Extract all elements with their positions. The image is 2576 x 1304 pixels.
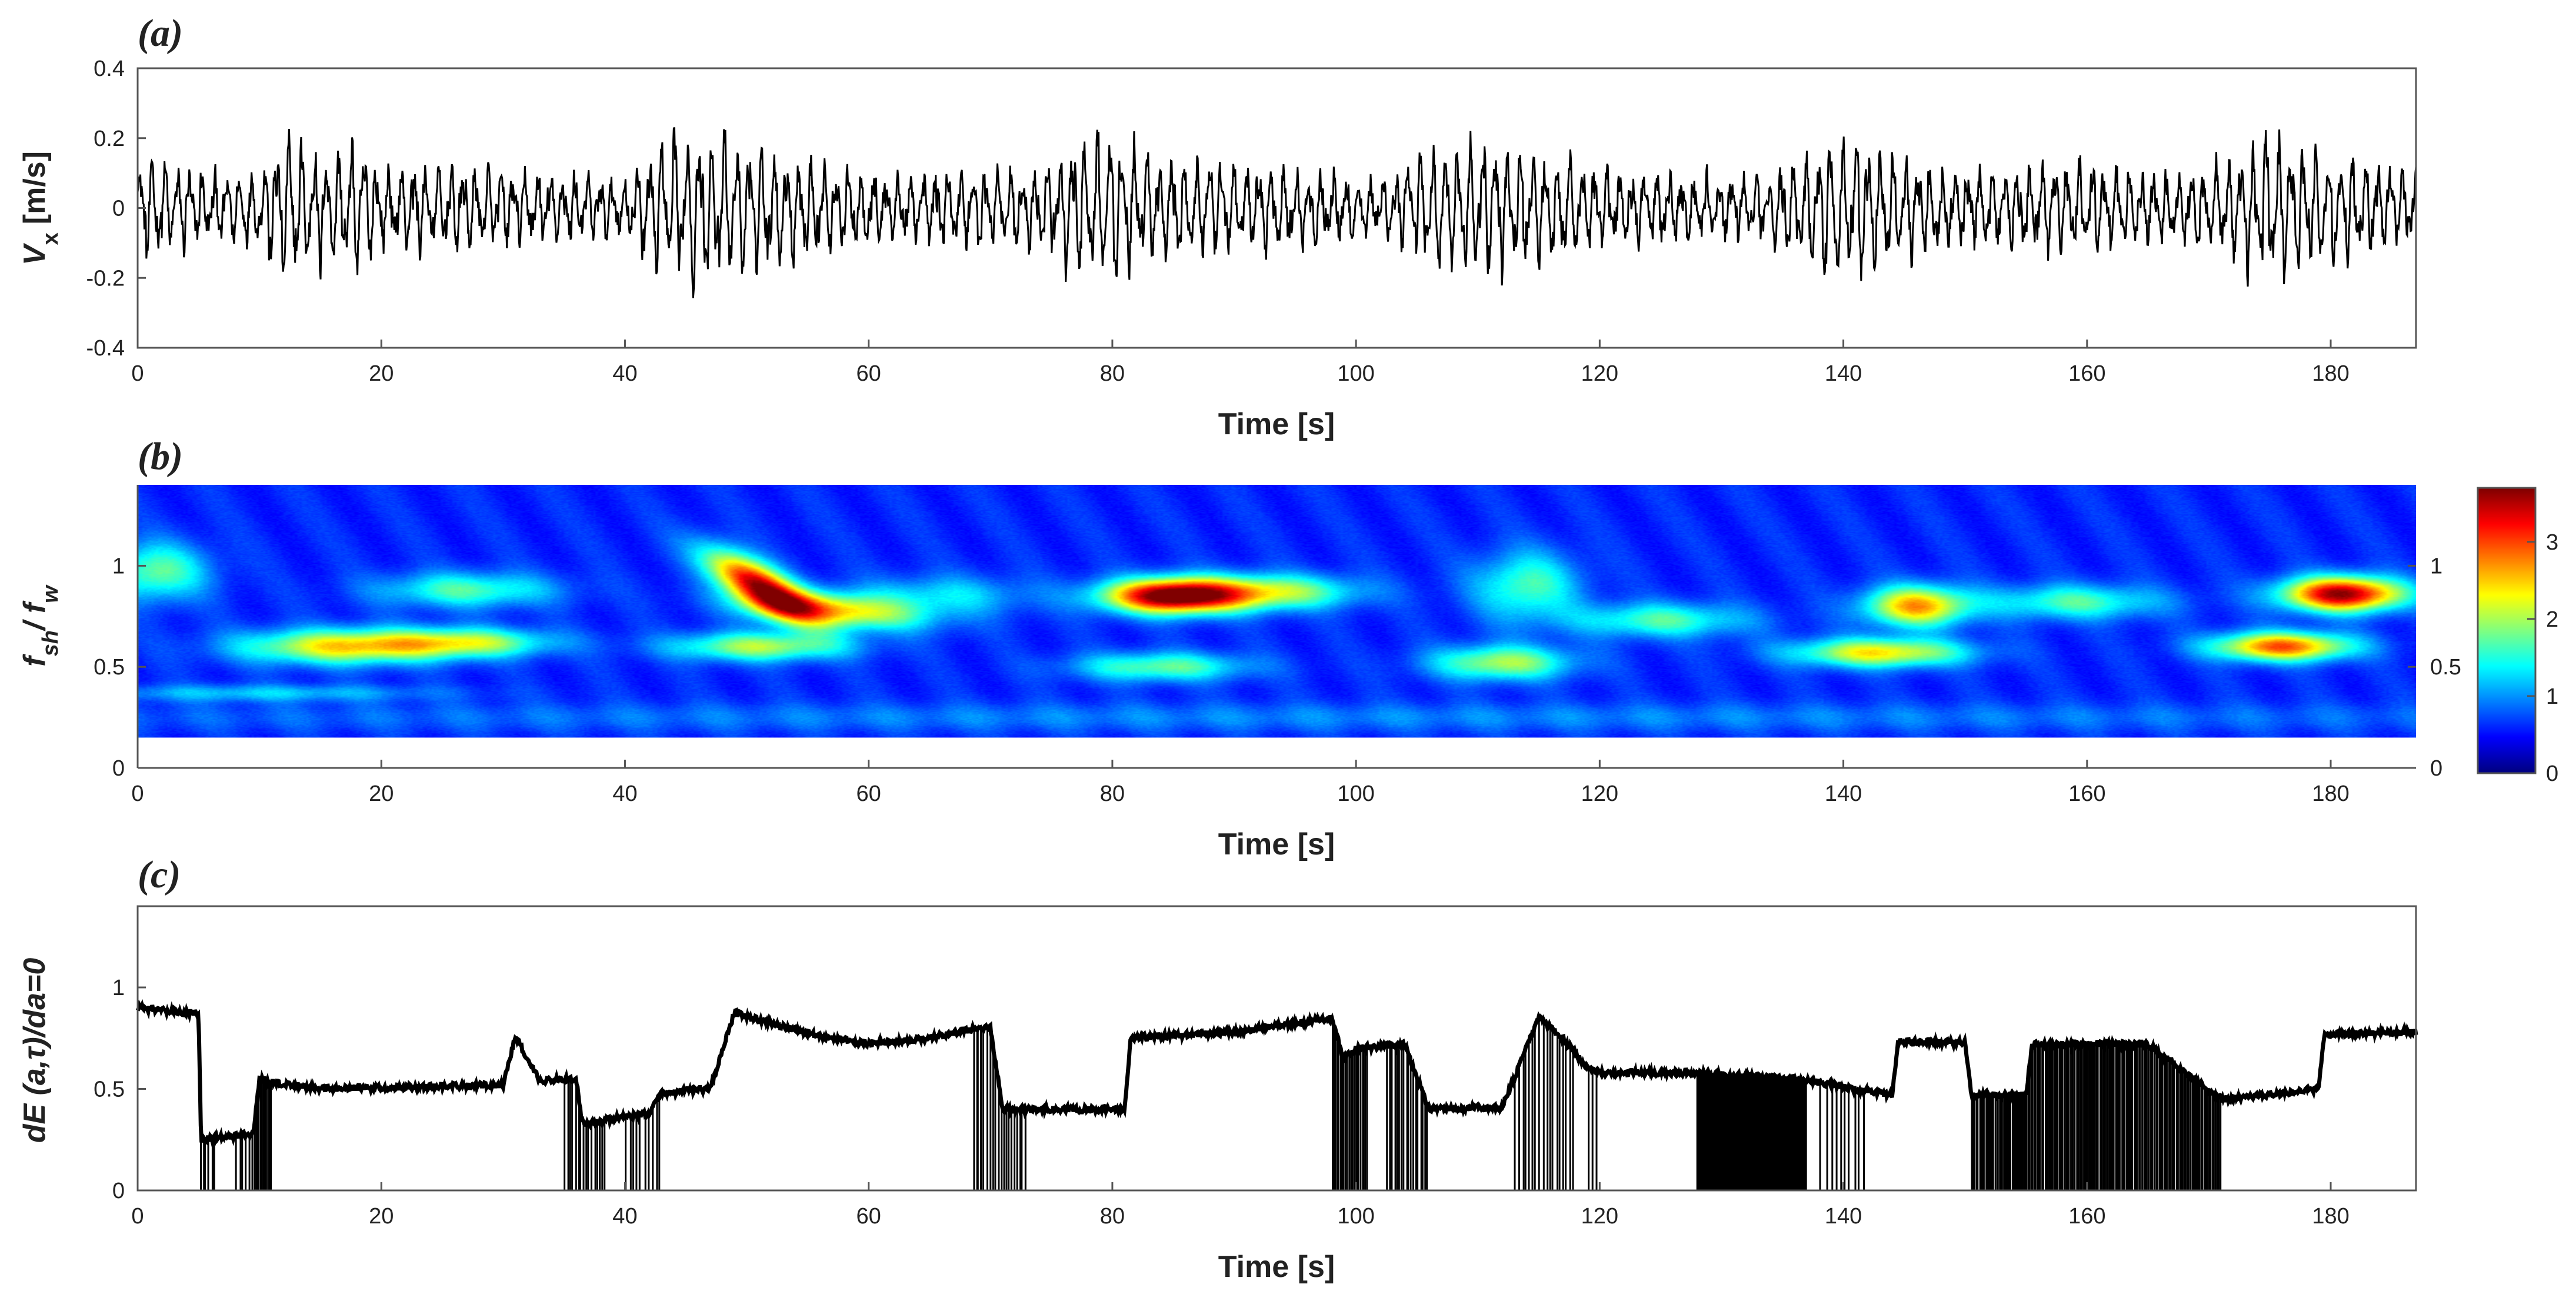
panel-b-x-tick-label: 40 [612,781,637,806]
panel-c-plot-area [135,999,2418,1190]
panel-c-x-tick-label: 60 [857,1204,881,1229]
panel-c-x-tick-label: 140 [1825,1204,1862,1229]
panel-a-y-tick-label: -0.4 [86,336,125,361]
panel-c-y-tick-label: 0.5 [94,1077,125,1102]
panel-a-y-tick-label: -0.2 [86,266,125,291]
panel-b: (b) 0 20 40 60 80 100 120 140 160 180 00.51 00.51… [18,435,2558,861]
panel-a-x-ticks: 0 20 40 60 80 100 120 140 160 180 [131,340,2350,386]
panel-a-ylabel-sub: x [38,232,63,245]
panel-b-colorbar-frame [2477,487,2537,774]
panel-b-right-tick-label: 0.5 [2430,655,2461,680]
panel-b-right-tick-label: 1 [2430,554,2442,578]
panel-a-y-tick-label: 0.2 [94,127,125,151]
panel-c-y-tick-label: 0 [112,1179,125,1203]
panel-c-x-tick-label: 120 [1581,1204,1618,1229]
panel-a-x-tick-label: 80 [1100,361,1125,386]
panel-c-x-tick-label: 80 [1100,1204,1125,1229]
panel-a-y-tick-label: 0 [112,197,125,221]
panel-c-x-ticks: 0 20 40 60 80 100 120 140 160 180 [131,1182,2350,1229]
panel-c-x-tick-label: 180 [2312,1204,2349,1229]
panel-a-x-tick-label: 140 [1825,361,1862,386]
panel-b-ylabel-sub2: w [38,584,63,603]
panel-a-x-tick-label: 40 [612,361,637,386]
panel-a-y-axis-title: Vx [m/s] [18,151,63,265]
panel-a-series-line [136,127,2417,298]
panel-b-colorbar-tick-label: 0 [2546,761,2558,786]
panel-b-x-tick-label: 100 [1337,781,1374,806]
panel-c-x-tick-label: 40 [612,1204,637,1229]
panel-a-x-tick-label: 0 [131,361,144,386]
panel-b-right-ticks: 00.51 [2408,554,2461,781]
panel-c-x-tick-label: 0 [131,1204,144,1229]
panel-b-colorbar-tick-label: 3 [2546,530,2558,555]
panel-b-y-ticks: 00.51 [94,554,146,781]
panel-b-colorbar [2478,488,2535,773]
panel-b-x-ticks: 0 20 40 60 80 100 120 140 160 180 [131,760,2350,806]
panel-b-colorbar-ticks: 0 1 2 3 [2527,530,2558,786]
panel-b-ylabel-mid: / f [18,600,52,631]
panel-c-x-tick-label: 100 [1337,1204,1374,1229]
panel-a-label: (a) [138,12,183,55]
panel-b-ylabel-main: f [18,654,52,667]
panel-c-label: (c) [138,853,181,896]
panel-b-heatmap [138,485,2416,738]
panel-b-y-tick-label: 1 [112,554,125,578]
panel-a-ylabel-unit: [m/s] [18,151,52,224]
panel-c-x-tick-label: 20 [369,1204,394,1229]
panel-a-y-tick-label: 0.4 [94,56,125,81]
panel-b-x-tick-label: 180 [2312,781,2349,806]
panel-a-y-ticks: -0.4 -0.2 0 0.2 0.4 [86,56,146,361]
panel-b-x-tick-label: 20 [369,781,394,806]
panel-a-x-tick-label: 100 [1337,361,1374,386]
panel-b-colorbar-tick-label: 1 [2546,684,2558,709]
panel-c-series-line [135,999,2418,1149]
panel-c-y-axis-title: dE (a,τ)/da=0 [18,958,52,1143]
panel-b-x-tick-label: 0 [131,781,144,806]
panel-b-x-axis-title: Time [s] [1218,827,1335,861]
panel-b-y-axis-title: fsh/ fw [18,584,63,667]
panel-b-colorbar-tick-label: 2 [2546,607,2558,632]
panel-a: (a) 0 20 40 60 80 100 120 140 160 180 -0.4 -0.2 0 0.… [18,12,2417,441]
panel-c: (c) 0 20 40 60 80 100 120 140 160 180 00.51 Time … [18,853,2418,1284]
panel-b-x-tick-label: 140 [1825,781,1862,806]
panel-b-x-tick-label: 120 [1581,781,1618,806]
panel-b-x-tick-label: 160 [2068,781,2105,806]
panel-a-x-tick-label: 180 [2312,361,2349,386]
panel-a-plot-area [136,127,2417,298]
panel-b-label: (b) [138,435,183,478]
panel-b-ylabel-sub1: sh [38,630,63,656]
panel-b-x-tick-label: 80 [1100,781,1125,806]
panel-c-y-ticks: 00.51 [94,976,146,1203]
panel-c-y-tick-label: 1 [112,976,125,1000]
panel-b-x-tick-label: 60 [857,781,881,806]
panel-a-x-tick-label: 160 [2068,361,2105,386]
panel-a-x-axis-title: Time [s] [1218,407,1335,441]
panel-c-x-axis-title: Time [s] [1218,1250,1335,1284]
panel-a-x-tick-label: 120 [1581,361,1618,386]
panel-a-ylabel-main: V [18,242,52,265]
panel-b-y-tick-label: 0 [112,756,125,781]
panel-a-x-tick-label: 20 [369,361,394,386]
panel-a-x-tick-label: 60 [857,361,881,386]
panel-c-x-tick-label: 160 [2068,1204,2105,1229]
panel-b-y-tick-label: 0.5 [94,655,125,680]
panel-c-frame [136,905,2417,1192]
panel-b-right-tick-label: 0 [2430,756,2442,781]
